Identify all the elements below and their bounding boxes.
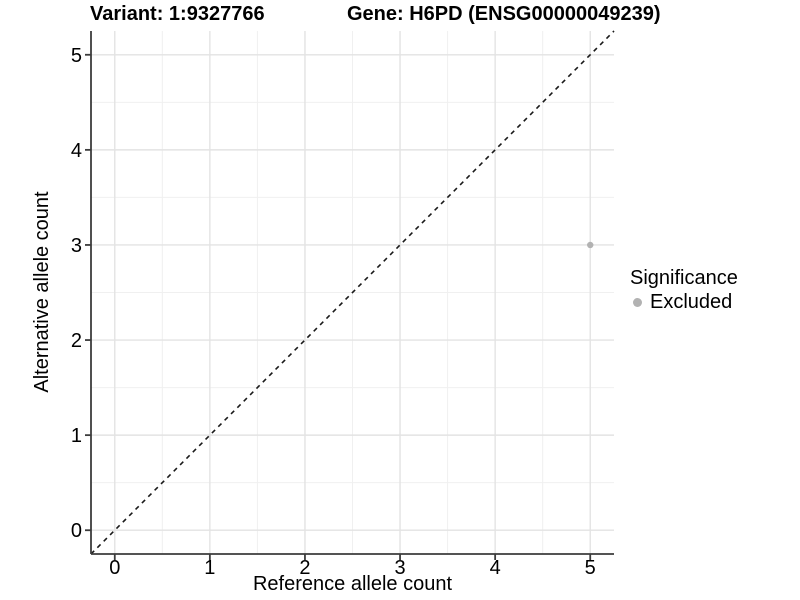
plot-title-gene: Gene: H6PD (ENSG00000049239) [347,3,661,25]
y-tick-label: 0 [71,520,82,542]
x-tick-label: 1 [204,557,215,579]
identity-dashed-line [90,30,615,555]
y-tick-label: 3 [71,235,82,257]
legend-entry-label: Excluded [650,291,733,313]
y-tick-label: 5 [71,45,82,67]
y-axis-title: Alternative allele count [31,191,53,393]
y-tick-label: 1 [71,425,82,447]
data-point [587,241,594,249]
legend-entry-excluded: Excluded [630,291,738,313]
x-tick-label: 3 [394,557,405,579]
legend-title: Significance [630,267,738,289]
x-tick-label: 4 [490,557,501,579]
plot-title-variant: Variant: 1:9327766 [90,3,265,25]
y-tick-label: 4 [71,140,82,162]
x-axis-title: Reference allele count [252,573,452,595]
y-tick-label: 2 [71,330,82,352]
excluded-point-icon [633,297,642,307]
x-tick-label: 2 [299,557,310,579]
x-tick-label: 0 [109,557,120,579]
legend: Significance Excluded [630,266,738,313]
x-tick-label: 5 [585,557,596,579]
